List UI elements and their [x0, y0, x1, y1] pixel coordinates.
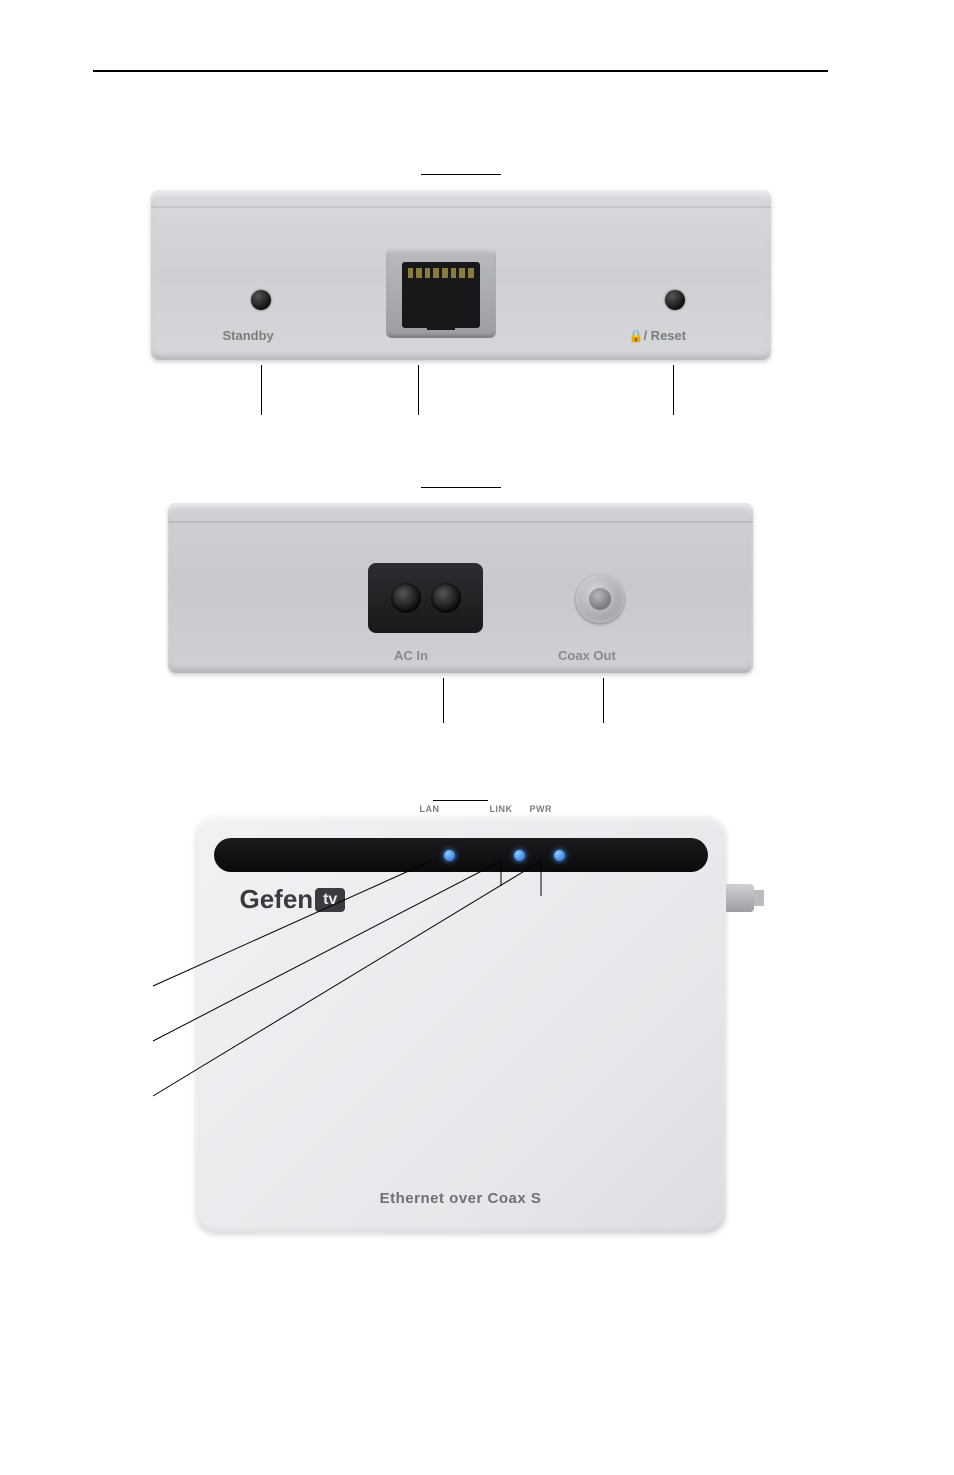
ac-in-label: AC In [394, 648, 428, 663]
device-front: Standby 🔒/ Reset [151, 190, 771, 360]
device-top: LAN LINK PWR Gefen tv Ethernet over Coax… [196, 816, 726, 1233]
top-figure: LAN LINK PWR Gefen tv Ethernet over Coax… [93, 816, 828, 1256]
ac-hole-right [431, 583, 461, 613]
device-back: AC In Coax Out [168, 503, 753, 673]
standby-button[interactable] [251, 290, 271, 310]
led-label-pwr: PWR [530, 804, 553, 814]
coax-out-port[interactable] [576, 575, 624, 623]
logo-tv-icon: tv [315, 888, 345, 912]
coax-inner [589, 588, 611, 610]
callout-line-reset [673, 365, 674, 415]
led-link [514, 850, 525, 861]
top-section-label [93, 788, 828, 804]
page-content: Standby 🔒/ Reset AC In Coax Out [93, 70, 828, 1256]
reset-label: 🔒/ Reset [629, 328, 687, 343]
back-figure: AC In Coax Out [93, 503, 828, 733]
led-label-link: LINK [490, 804, 513, 814]
product-name: Ethernet over Coax S [196, 1190, 726, 1207]
brand-logo: Gefen tv [240, 884, 346, 915]
logo-text: Gefen [240, 884, 314, 915]
ethernet-port[interactable] [386, 248, 496, 338]
led-lan [444, 850, 455, 861]
standby-label: Standby [223, 328, 274, 343]
side-coax-connector [726, 884, 754, 912]
coax-out-label: Coax Out [558, 648, 616, 663]
reset-button[interactable] [665, 290, 685, 310]
lock-icon: 🔒 [629, 329, 644, 343]
led-label-lan: LAN [420, 804, 440, 814]
led-pwr [554, 850, 565, 861]
back-section-label [93, 475, 828, 491]
reset-text: / Reset [643, 328, 686, 343]
ac-hole-left [391, 583, 421, 613]
front-section-label [93, 162, 828, 178]
callout-line-ethernet [418, 365, 419, 415]
front-figure: Standby 🔒/ Reset [93, 190, 828, 435]
callout-line-standby [261, 365, 262, 415]
ethernet-port-inner [402, 262, 480, 328]
status-bar [214, 838, 708, 872]
callout-line-ac [443, 678, 444, 723]
ac-in-port[interactable] [368, 563, 483, 633]
callout-line-coax [603, 678, 604, 723]
